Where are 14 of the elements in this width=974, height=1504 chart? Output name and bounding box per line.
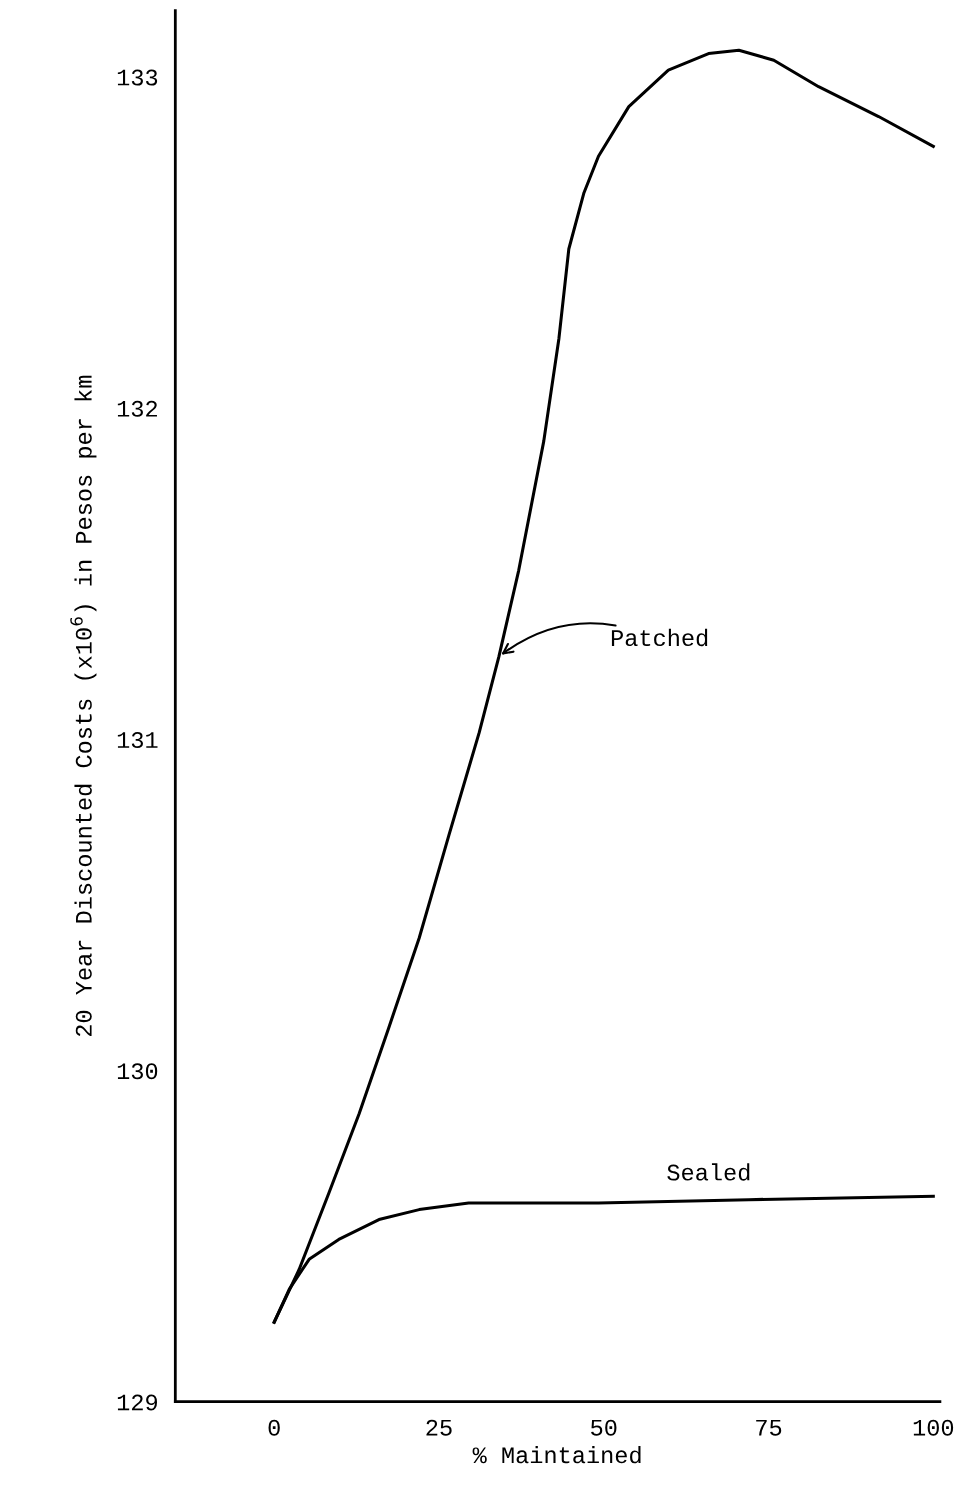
y-tick-label: 132 bbox=[117, 400, 157, 417]
y-tick-label: 129 bbox=[117, 1394, 158, 1411]
annotation: Sealed bbox=[667, 1163, 750, 1181]
x-tick-label: 100 bbox=[913, 1419, 954, 1436]
annotation: Patched bbox=[611, 628, 708, 647]
x-tick-label: 50 bbox=[591, 1419, 617, 1436]
x-axis-title: % Maintained bbox=[472, 1445, 641, 1464]
y-axis-title: 20 Year Discounted Costs (x10$^{6}$) in Pesos per km bbox=[70, 375, 97, 1037]
x-tick-label: 0 bbox=[268, 1419, 280, 1436]
x-tick-label: 25 bbox=[426, 1419, 452, 1436]
y-tick-label: 131 bbox=[117, 732, 158, 749]
x-tick-label: 75 bbox=[756, 1419, 782, 1436]
y-tick-label: 133 bbox=[117, 69, 158, 86]
y-tick-label: 130 bbox=[117, 1063, 158, 1080]
